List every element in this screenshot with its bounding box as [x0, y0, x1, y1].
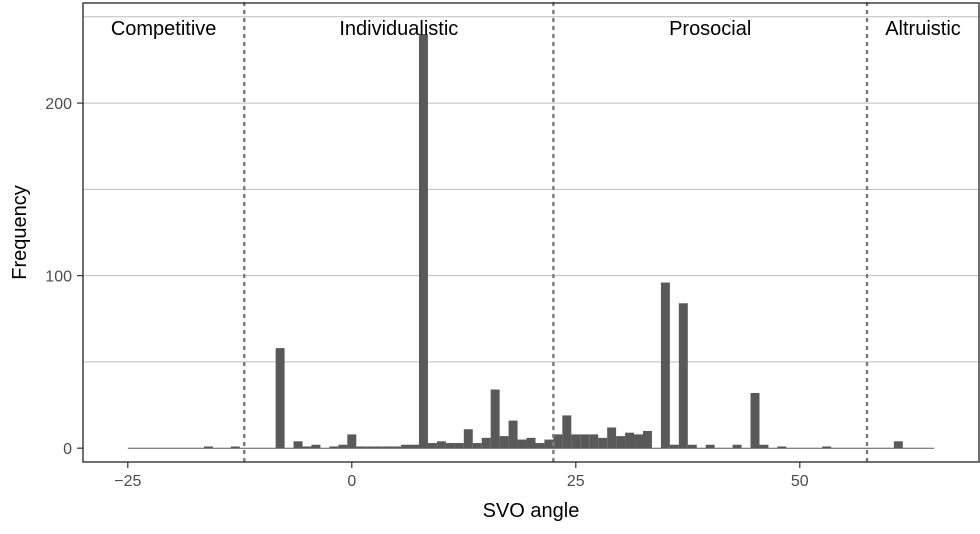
histogram-bar: [454, 443, 464, 449]
x-axis: −25 0 25 50: [114, 462, 809, 490]
histogram-bar: [203, 446, 213, 449]
histogram-bar: [481, 437, 491, 449]
histogram-bar: [571, 434, 581, 449]
y-axis-title: Frequency: [9, 185, 31, 280]
panel-border: [82, 2, 980, 463]
histogram-bar: [401, 444, 411, 449]
region-label: Individualistic: [339, 18, 458, 40]
histogram-bar: [293, 441, 303, 449]
histogram-bar: [490, 389, 500, 449]
x-tick-label: 0: [347, 473, 356, 490]
histogram-bar: [616, 436, 626, 449]
histogram-bar: [535, 443, 545, 449]
histogram-bar: [427, 443, 437, 449]
histogram-bar: [365, 446, 375, 449]
histogram-bar: [436, 441, 446, 449]
histogram-bar: [580, 434, 590, 449]
histogram-bar: [544, 439, 554, 449]
histogram-bar: [499, 436, 509, 449]
histogram-bar: [383, 446, 393, 449]
x-axis-title: SVO angle: [483, 500, 580, 522]
histogram-bar: [634, 434, 643, 449]
region-label: Prosocial: [669, 18, 751, 40]
x-tick-label: 50: [791, 473, 809, 490]
y-axis: 0 100 200: [45, 96, 83, 458]
histogram-bar: [463, 429, 473, 449]
region-label: Competitive: [111, 18, 217, 40]
histogram-bar: [589, 434, 599, 449]
histogram-bar: [445, 443, 455, 449]
histogram-bar: [302, 446, 312, 449]
histogram-bar: [392, 446, 402, 449]
histogram-bar: [750, 392, 760, 449]
x-tick-label: −25: [114, 473, 141, 490]
histogram-bar: [598, 437, 608, 449]
y-tick-label: 100: [45, 269, 72, 286]
histogram-bar: [526, 437, 536, 449]
histogram-bar: [822, 446, 832, 449]
category-dividers: [243, 1, 869, 464]
bars: [203, 34, 903, 449]
histogram-bar: [472, 443, 482, 449]
histogram-bar: [669, 444, 679, 449]
histogram-bar: [410, 444, 419, 449]
histogram-bar: [230, 446, 240, 449]
y-tick-label: 200: [45, 96, 72, 113]
histogram-bar: [329, 446, 339, 449]
histogram-bar: [705, 444, 715, 449]
histogram-bar: [347, 434, 357, 449]
histogram-bar: [419, 34, 428, 449]
gridlines: [83, 16, 979, 363]
histogram-bar: [777, 446, 787, 449]
histogram-bar: [893, 441, 903, 449]
histogram-bar: [311, 444, 321, 449]
histogram-bar: [759, 444, 769, 449]
histogram-bar: [275, 348, 285, 449]
region-label: Altruistic: [885, 18, 961, 40]
histogram-bar: [625, 432, 635, 449]
histogram-bar: [374, 446, 384, 449]
histogram-bar: [607, 427, 617, 449]
histogram-bar: [687, 444, 697, 449]
histogram-bar: [338, 444, 348, 449]
histogram-bar: [356, 446, 366, 449]
histogram-bar: [508, 420, 518, 449]
histogram-bar: [553, 434, 563, 449]
x-tick-label: 25: [567, 473, 585, 490]
region-labels: Competitive Individualistic Prosocial Altru…: [111, 18, 961, 40]
histogram-bar: [517, 439, 527, 449]
y-tick-label: 0: [63, 441, 72, 458]
histogram-bar: [732, 444, 742, 449]
histogram-bar: [678, 303, 688, 449]
histogram-bar: [643, 430, 652, 449]
histogram-bar: [562, 415, 572, 449]
histogram-bar: [660, 282, 670, 449]
